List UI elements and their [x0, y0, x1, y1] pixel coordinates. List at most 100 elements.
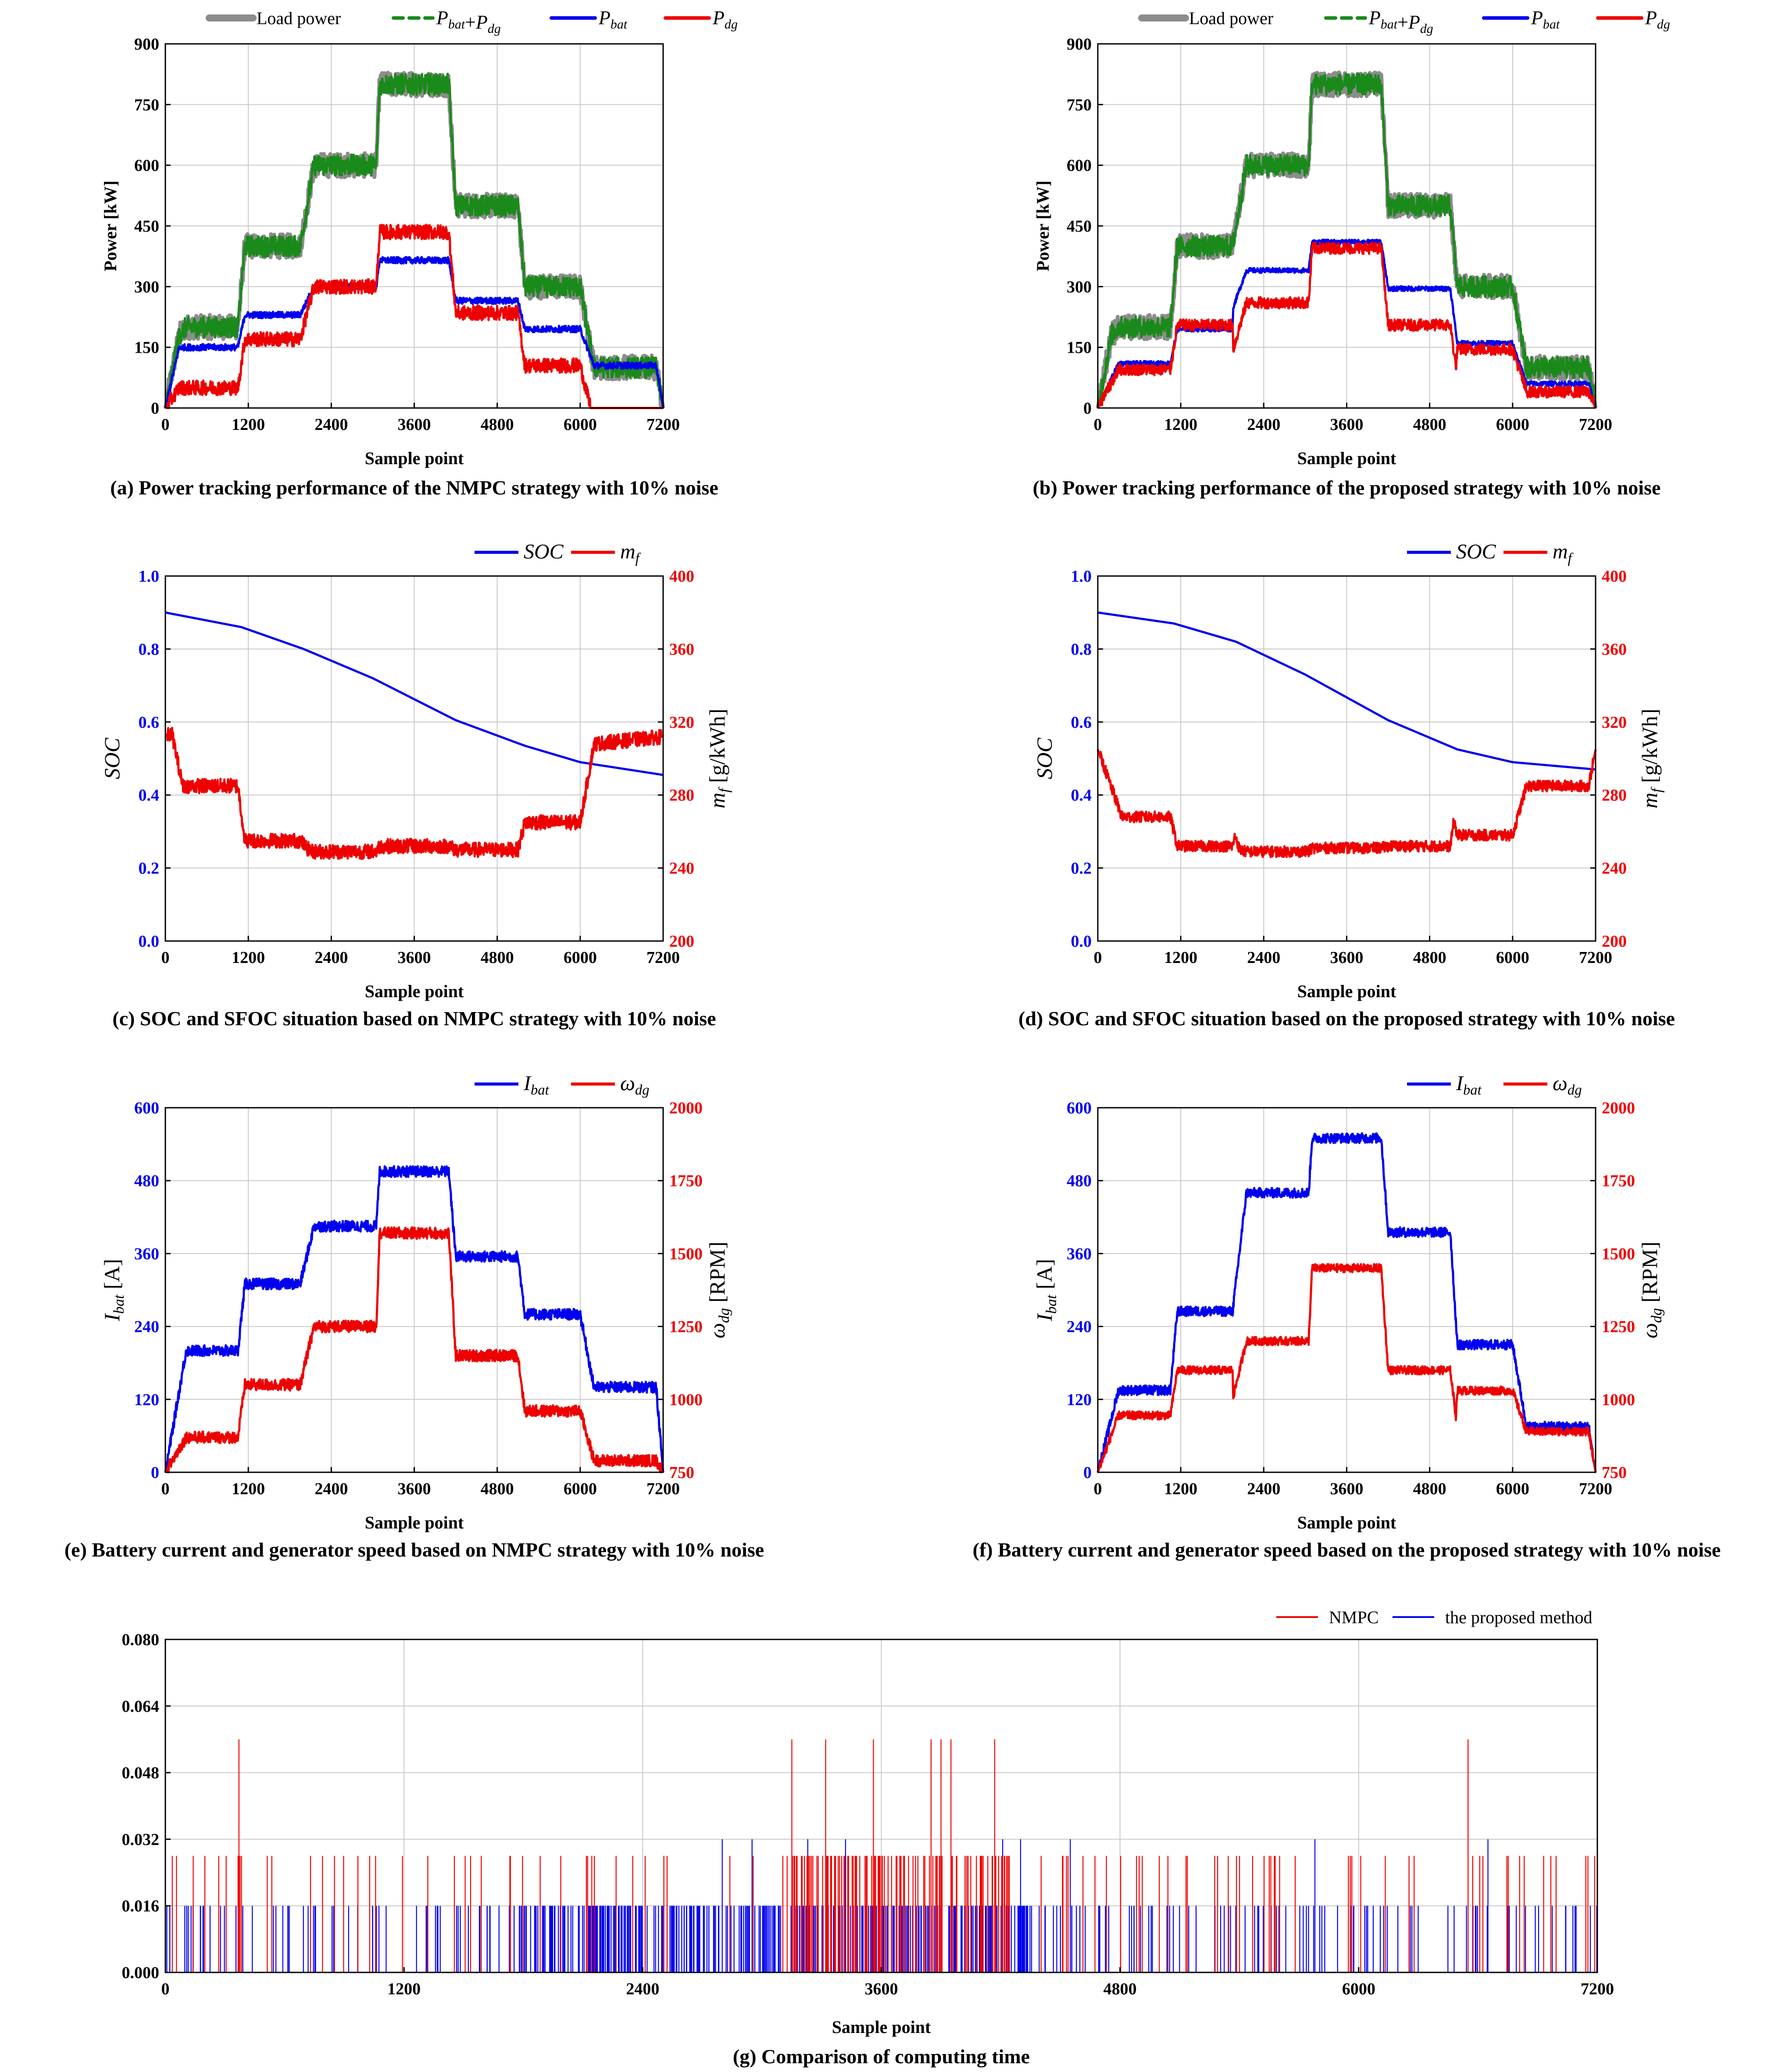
y-tick-label: 360: [669, 640, 694, 658]
panel-e: 0 1200 2400 3600 4800 6000 7200 0 120 240 360 480 60…: [64, 1072, 764, 1561]
series-nmpc: [171, 1739, 1596, 1972]
x-tick-label: 7200: [646, 1480, 680, 1498]
x-tick-label: 2400: [1247, 415, 1280, 434]
panel-caption: (d) SOC and SFOC situation based on the …: [1018, 1007, 1675, 1030]
y-tick-label: 0.8: [139, 640, 160, 658]
y-tick-label: 240: [134, 1318, 159, 1336]
y-axis-left-label-group: SOC: [1032, 737, 1057, 779]
x-axis-label: Sample point: [365, 1513, 464, 1532]
y-tick-label: 0.6: [139, 713, 160, 732]
x-tick-label: 1200: [232, 1480, 265, 1498]
y-tick-label: 600: [134, 1099, 159, 1117]
y-tick-label: 0.064: [122, 1697, 160, 1716]
y-axis-left-label: Ibat [A]: [100, 1259, 127, 1321]
series-line-0: [164, 1165, 664, 1473]
y-tick-label: 450: [1067, 217, 1092, 236]
x-tick-label: 6000: [564, 948, 597, 967]
y-tick-label: 450: [134, 217, 159, 236]
y-tick-label: 1000: [1602, 1391, 1635, 1409]
series-line-1: [1096, 749, 1597, 858]
y-axis-left-label: SOC: [100, 737, 124, 779]
y-tick-label: 0.0: [1071, 932, 1092, 951]
series-line-2: [1096, 238, 1597, 409]
y-tick-label: 0.4: [139, 786, 160, 805]
series-line-1: [164, 726, 664, 860]
y-tick-label: 1750: [669, 1172, 703, 1190]
legend-label-3: Pdg: [1645, 7, 1670, 32]
legend-label-2: Pbat: [598, 7, 628, 32]
y-tick-label: 0: [151, 1464, 159, 1482]
x-tick-label: 6000: [1342, 1980, 1375, 1998]
panel-caption: (f) Battery current and generator speed …: [973, 1539, 1721, 1561]
panel-a: 0 1200 2400 3600 4800 6000 7200 0 150 300 450 600 75…: [100, 7, 738, 499]
y-tick-label: 0.6: [1071, 713, 1092, 732]
y-tick-label: 2000: [1602, 1099, 1635, 1117]
y-tick-label: 1000: [669, 1391, 703, 1409]
legend-label-nmpc: NMPC: [1329, 1607, 1378, 1627]
x-tick-label: 0: [1094, 1480, 1102, 1498]
y-tick-label: 120: [134, 1391, 159, 1409]
x-tick-label: 4800: [1413, 415, 1446, 434]
y-axis-right-label: mf [g/kWh]: [1637, 709, 1665, 808]
y-axis-label: Power [kW]: [1033, 181, 1053, 272]
y-axis-right-label: ωdg [RPM]: [705, 1242, 732, 1338]
legend-label-1: mf: [1553, 540, 1574, 566]
legend-label-0: Load power: [1189, 8, 1273, 28]
x-axis-label: Sample point: [832, 2017, 931, 2037]
y-tick-label: 0.0: [139, 932, 160, 951]
y-tick-label: 300: [1067, 278, 1092, 296]
y-tick-label: 0: [151, 399, 159, 418]
x-tick-label: 1200: [1164, 415, 1197, 434]
y-axis-right-label-group: ωdg [RPM]: [1637, 1242, 1665, 1338]
y-axis-left-label: Ibat [A]: [1032, 1259, 1060, 1321]
y-tick-label: 320: [1602, 713, 1627, 732]
x-tick-label: 7200: [1579, 415, 1612, 434]
x-tick-label: 3600: [1330, 415, 1364, 434]
y-tick-label: 0.016: [122, 1897, 160, 1915]
legend-label-1: ωdg: [620, 1072, 650, 1098]
series-line-1: [1096, 72, 1597, 408]
series-line-2: [164, 256, 664, 408]
y-tick-label: 900: [1067, 35, 1092, 54]
y-axis-left-label-group: Ibat [A]: [1032, 1259, 1060, 1321]
x-tick-label: 6000: [564, 1480, 597, 1498]
y-tick-label: 150: [134, 339, 159, 357]
x-tick-label: 3600: [1330, 1480, 1364, 1498]
x-tick-label: 6000: [564, 415, 597, 434]
series-line-1: [164, 1226, 664, 1474]
legend-label-0: SOC: [524, 540, 564, 563]
x-tick-label: 1200: [232, 948, 265, 967]
legend-label-1: ωdg: [1553, 1072, 1582, 1098]
y-tick-label: 0.4: [1071, 786, 1092, 805]
legend-label-2: Pbat: [1531, 7, 1560, 32]
panel-f: 0 1200 2400 3600 4800 6000 7200 0 120 240 360 480 60…: [973, 1072, 1721, 1561]
y-tick-label: 280: [669, 786, 694, 805]
x-tick-label: 2400: [1247, 1480, 1280, 1498]
x-tick-label: 1200: [387, 1980, 421, 1998]
y-axis-left-label: SOC: [1032, 737, 1057, 779]
series-line-0: [1096, 1132, 1597, 1473]
y-tick-label: 120: [1067, 1391, 1092, 1409]
legend-label-1: mf: [620, 540, 641, 566]
y-tick-label: 1750: [1602, 1172, 1635, 1190]
y-tick-label: 240: [1602, 859, 1627, 878]
x-tick-label: 1200: [1164, 1480, 1197, 1498]
y-axis-right-label: mf [g/kWh]: [705, 709, 732, 808]
x-tick-label: 2400: [626, 1980, 659, 1998]
y-tick-label: 0.8: [1071, 640, 1092, 658]
y-tick-label: 1500: [1602, 1245, 1635, 1263]
y-tick-label: 320: [669, 713, 694, 732]
x-axis-label: Sample point: [1297, 448, 1396, 468]
x-tick-label: 6000: [1496, 948, 1529, 967]
y-tick-label: 480: [1067, 1172, 1092, 1190]
y-tick-label: 1500: [669, 1245, 703, 1263]
panel-caption: (a) Power tracking performance of the NM…: [110, 476, 718, 499]
y-axis-right-label-group: mf [g/kWh]: [705, 709, 732, 808]
x-tick-label: 6000: [1496, 1480, 1529, 1498]
x-tick-label: 4800: [1103, 1980, 1137, 1998]
panel-caption: (b) Power tracking performance of the pr…: [1033, 476, 1661, 499]
panel-caption: (g) Comparison of computing time: [733, 2045, 1030, 2068]
y-tick-label: 0.2: [1071, 859, 1092, 878]
series-line-0: [164, 611, 664, 776]
